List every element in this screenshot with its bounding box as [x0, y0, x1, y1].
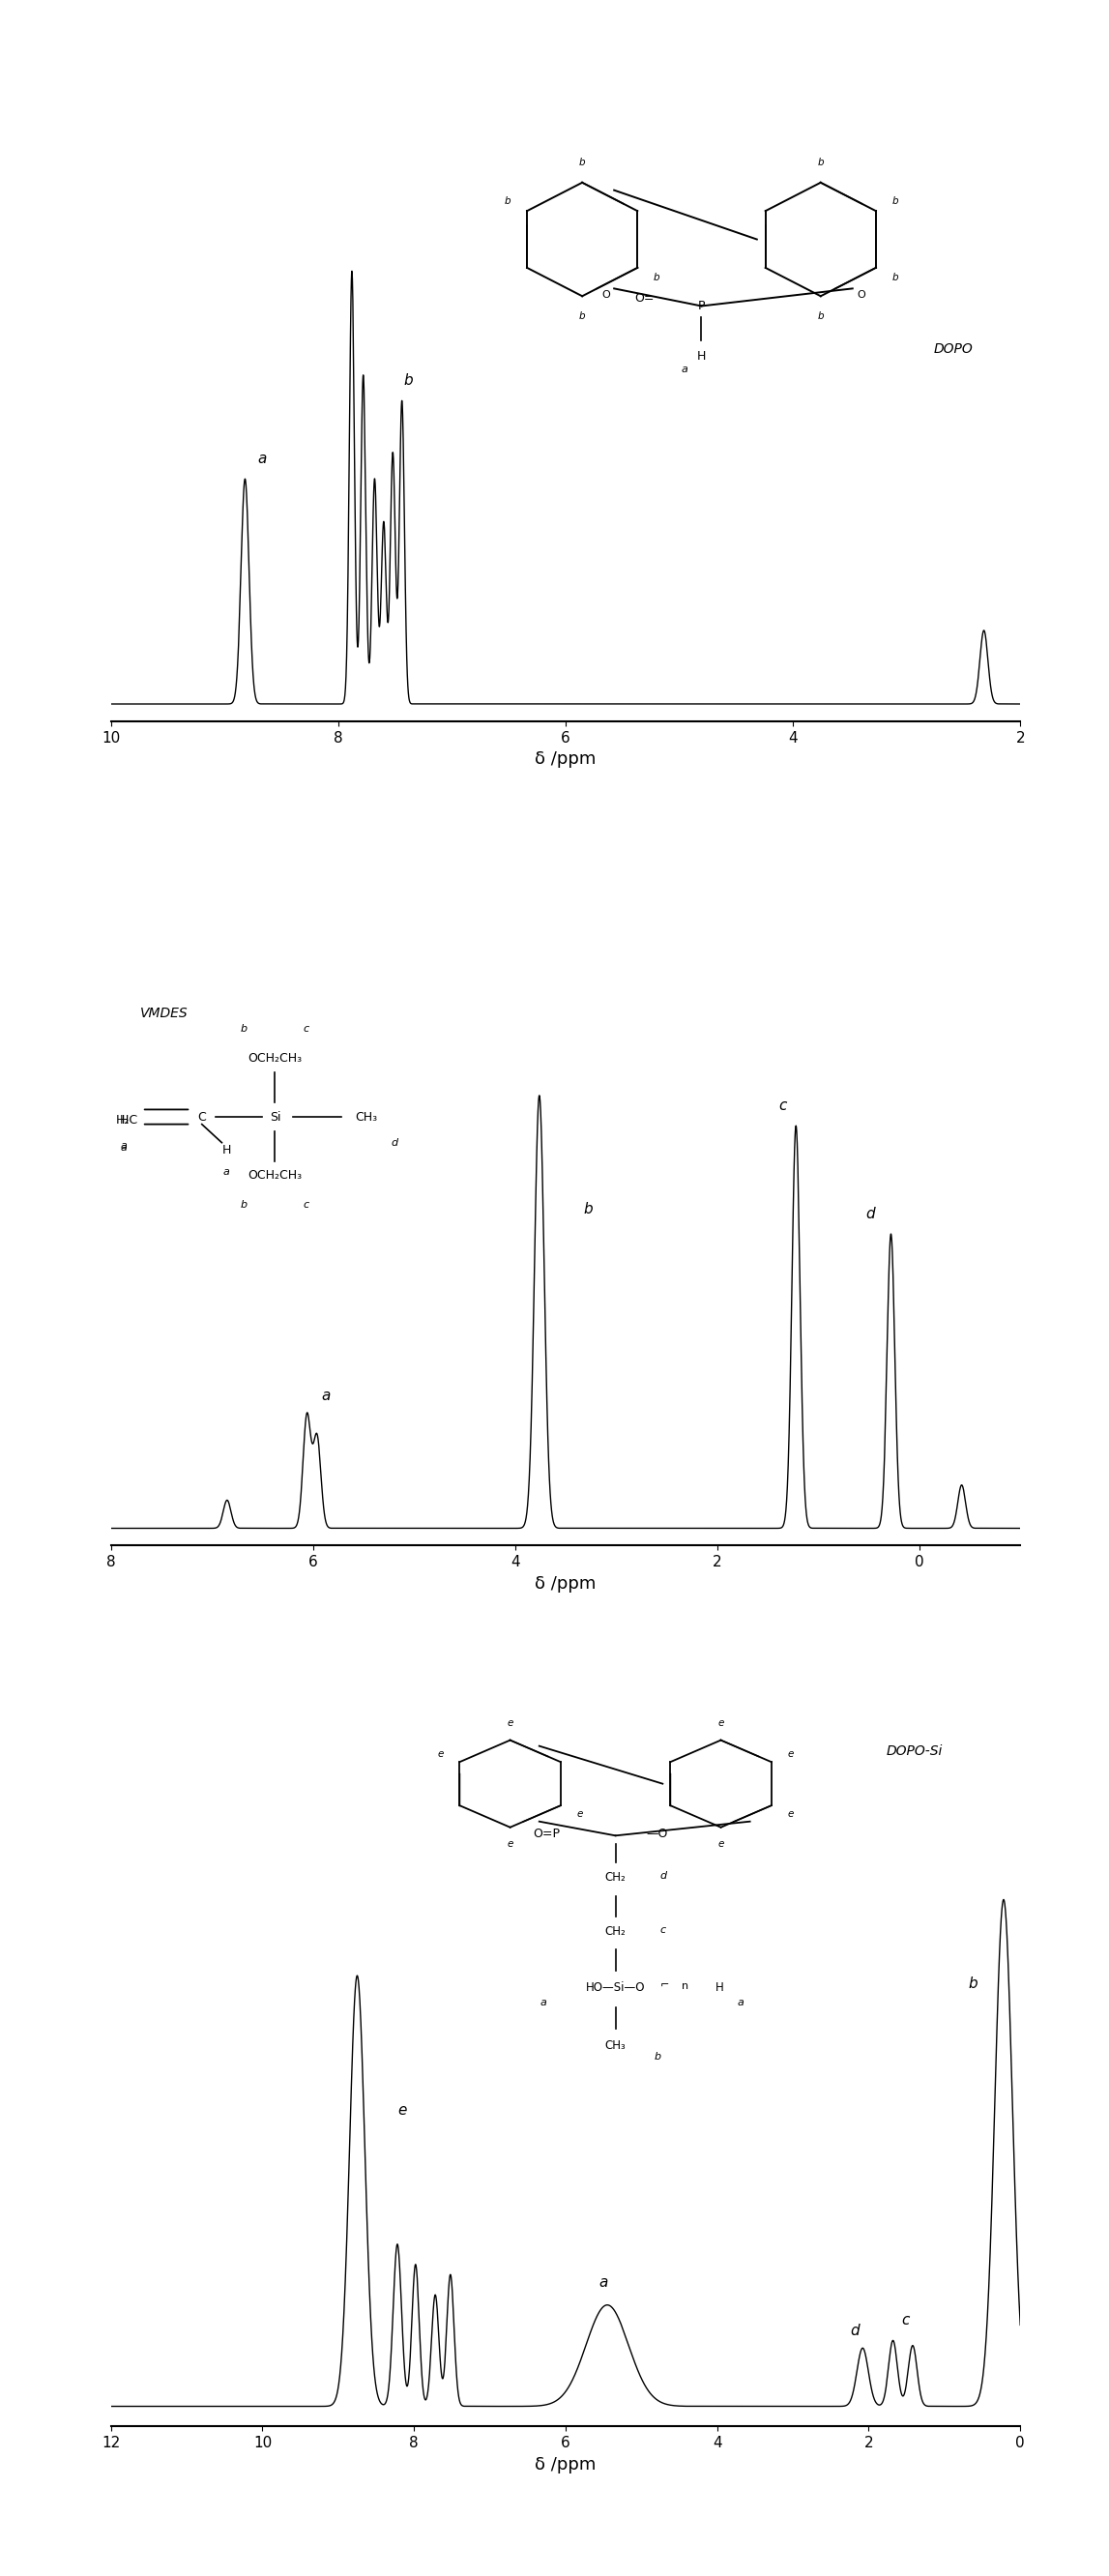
Text: OCH₂CH₃: OCH₂CH₃ — [248, 1170, 302, 1182]
Text: a: a — [257, 451, 266, 466]
Text: c: c — [901, 2313, 909, 2329]
Text: d: d — [866, 1206, 875, 1221]
Text: e: e — [787, 1808, 794, 1819]
Text: b: b — [653, 273, 660, 283]
Text: b: b — [404, 374, 414, 389]
Text: CH₃: CH₃ — [355, 1110, 377, 1123]
Text: HO—Si—O: HO—Si—O — [586, 1981, 645, 1994]
Text: d: d — [660, 1870, 667, 1880]
Text: DOPO-Si: DOPO-Si — [887, 1744, 943, 1757]
Text: O=: O= — [634, 291, 654, 304]
Text: VMDES: VMDES — [140, 1007, 189, 1020]
Text: b: b — [817, 312, 824, 322]
Text: b: b — [583, 1203, 592, 1216]
Text: C: C — [197, 1110, 206, 1123]
Text: e: e — [718, 1839, 724, 1850]
Text: c: c — [303, 1200, 309, 1211]
Text: a: a — [322, 1388, 330, 1404]
Text: a: a — [540, 1996, 547, 2007]
Text: b: b — [505, 196, 511, 206]
X-axis label: δ /ppm: δ /ppm — [535, 2455, 597, 2473]
Text: CH₃: CH₃ — [606, 2040, 625, 2050]
Text: e: e — [787, 1749, 794, 1759]
Text: O: O — [601, 291, 610, 299]
Text: n: n — [682, 1981, 689, 1991]
Text: a: a — [121, 1144, 128, 1154]
Text: d: d — [851, 2324, 859, 2339]
Text: a: a — [223, 1167, 230, 1177]
Text: —O: —O — [645, 1826, 668, 1839]
Text: c: c — [779, 1097, 787, 1113]
Text: a: a — [599, 2275, 608, 2290]
Text: CH₂: CH₂ — [606, 1870, 625, 1883]
Text: a: a — [682, 366, 688, 374]
Text: b: b — [241, 1023, 247, 1033]
Text: DOPO: DOPO — [934, 343, 974, 355]
X-axis label: δ /ppm: δ /ppm — [535, 1574, 597, 1592]
Text: e: e — [507, 1839, 513, 1850]
Text: O: O — [856, 291, 865, 299]
Text: b: b — [579, 157, 586, 167]
Text: OCH₂CH₃: OCH₂CH₃ — [248, 1051, 302, 1064]
Text: H: H — [120, 1115, 129, 1126]
Text: Si: Si — [269, 1110, 281, 1123]
Text: e: e — [437, 1749, 444, 1759]
Text: H₂C: H₂C — [115, 1115, 138, 1126]
Text: H: H — [696, 350, 706, 363]
Text: a: a — [737, 1996, 744, 2007]
Text: CH₂: CH₂ — [606, 1924, 625, 1937]
Text: H: H — [222, 1144, 231, 1157]
Text: H: H — [715, 1981, 724, 1994]
Text: b: b — [579, 312, 586, 322]
Text: b: b — [968, 1976, 978, 1991]
Text: e: e — [507, 1718, 513, 1728]
Text: e: e — [718, 1718, 724, 1728]
Text: b: b — [817, 157, 824, 167]
Text: c: c — [303, 1023, 309, 1033]
Text: a: a — [121, 1141, 128, 1151]
Text: e: e — [398, 2102, 407, 2117]
Text: O=P: O=P — [533, 1826, 560, 1839]
Text: b: b — [241, 1200, 247, 1211]
Text: d: d — [391, 1139, 398, 1146]
Text: b: b — [892, 196, 898, 206]
Text: e: e — [577, 1808, 583, 1819]
Text: P: P — [698, 299, 705, 312]
Text: c: c — [660, 1924, 665, 1935]
Text: b: b — [654, 2050, 661, 2061]
Text: b: b — [892, 273, 898, 283]
Text: ⌐: ⌐ — [660, 1981, 669, 1991]
X-axis label: δ /ppm: δ /ppm — [535, 750, 597, 768]
